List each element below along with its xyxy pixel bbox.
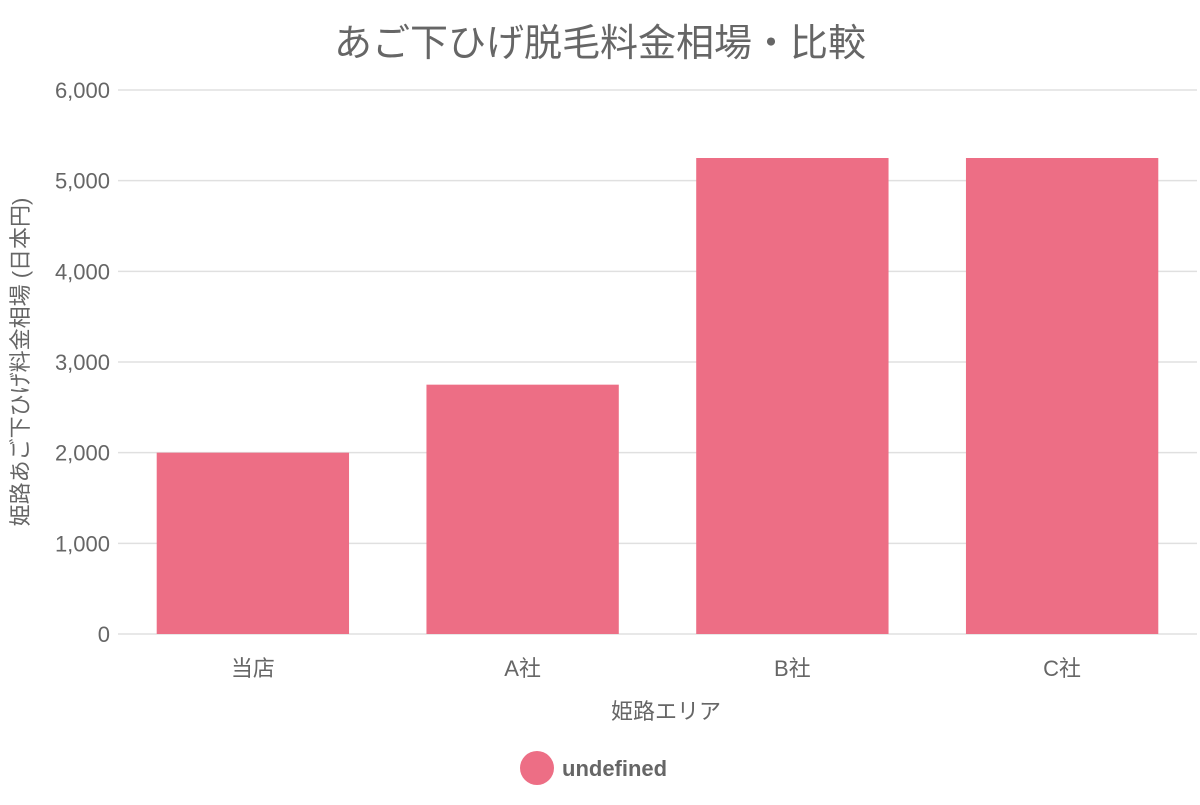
legend[interactable]: undefined: [520, 751, 667, 785]
x-tick-label: A社: [504, 656, 541, 681]
x-tick-label: B社: [774, 656, 811, 681]
y-axis-label: 姫路あご下ひげ料金相場 (日本円): [8, 198, 33, 527]
legend-swatch: [520, 751, 554, 785]
bars: [156, 158, 1159, 634]
y-tick-label: 1,000: [55, 531, 110, 556]
x-tick-label: C社: [1043, 656, 1081, 681]
bar[interactable]: [965, 158, 1159, 634]
x-axis-label: 姫路エリア: [611, 699, 721, 724]
y-tick-label: 6,000: [55, 78, 110, 103]
x-tick-label: 当店: [231, 656, 275, 681]
y-tick-label: 2,000: [55, 441, 110, 466]
bar[interactable]: [426, 384, 619, 634]
bar[interactable]: [696, 158, 889, 634]
y-tick-label: 4,000: [55, 259, 110, 284]
y-axis-ticks: 0 1,000 2,000 3,000 4,000 5,000 6,000: [55, 78, 110, 647]
x-axis-ticks: 当店 A社 B社 C社: [231, 656, 1081, 681]
y-tick-label: 0: [98, 622, 110, 647]
bar[interactable]: [156, 452, 350, 634]
chart-title: あご下ひげ脱毛料金相場・比較: [334, 23, 866, 65]
y-tick-label: 3,000: [55, 350, 110, 375]
y-tick-label: 5,000: [55, 169, 110, 194]
legend-label: undefined: [562, 756, 667, 781]
